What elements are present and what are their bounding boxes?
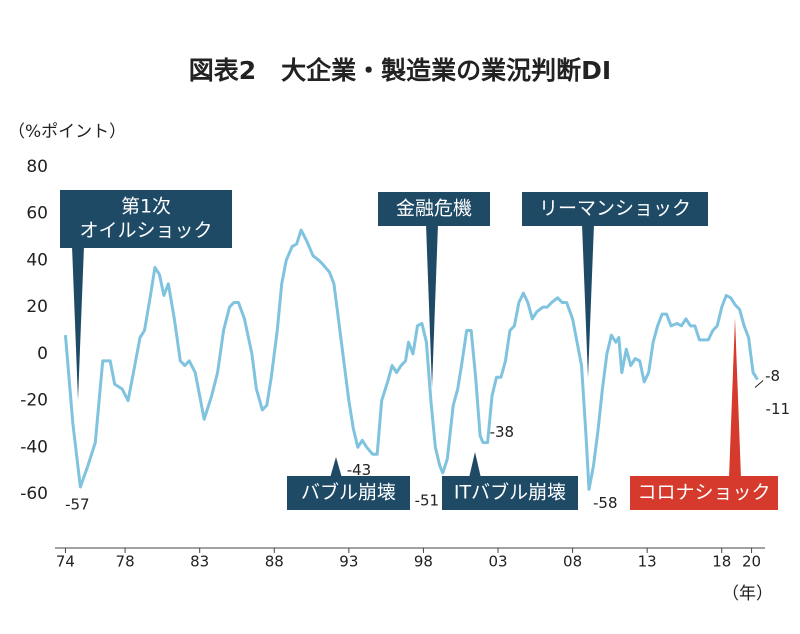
event-pointer	[426, 224, 438, 388]
x-tick-label: 88	[265, 553, 284, 571]
event-pointer	[582, 224, 594, 378]
value-label-arrow	[754, 380, 764, 388]
event-pointer	[72, 246, 84, 400]
event-box	[522, 192, 708, 226]
value-label: -38	[490, 423, 514, 441]
value-label: -57	[65, 495, 90, 513]
event-pointer	[330, 457, 342, 478]
event-box	[378, 192, 490, 226]
x-tick-label: 20	[742, 553, 761, 571]
y-tick-label: 60	[26, 204, 48, 224]
y-tick-label: 20	[26, 297, 48, 317]
y-tick-label: 40	[26, 250, 48, 270]
value-label: -43	[347, 461, 372, 479]
event-box	[60, 190, 232, 248]
x-tick-label: 83	[190, 553, 209, 571]
event-pointer	[469, 452, 481, 478]
event-label: コロナショック	[637, 482, 770, 504]
value-label: -8	[765, 367, 780, 385]
event-label: バブル崩壊	[301, 481, 396, 504]
x-axis-label: （年）	[722, 584, 773, 604]
y-tick-label: 0	[37, 344, 48, 364]
x-tick-label: 74	[56, 553, 75, 571]
y-axis-label: （%ポイント）	[8, 122, 126, 142]
x-tick-label: 08	[563, 553, 582, 571]
y-tick-label: 80	[26, 157, 48, 177]
chart-title: 図表2 大企業・製造業の業況判断DI	[189, 56, 611, 85]
data-line	[63, 228, 759, 491]
value-label: -51	[415, 491, 440, 509]
event-label: ITバブル崩壊	[454, 481, 566, 504]
event-box	[442, 476, 578, 510]
event-label: 金融危機	[396, 198, 472, 220]
x-tick-label: 13	[638, 553, 657, 571]
x-tick-label: 93	[339, 553, 358, 571]
event-label: 第1次	[121, 196, 171, 218]
y-tick-label: -40	[20, 437, 48, 457]
value-label: -58	[593, 494, 618, 512]
event-label: オイルショック	[79, 220, 212, 242]
event-label: リーマンショック	[539, 198, 691, 220]
x-tick-label: 18	[712, 553, 731, 571]
x-tick-label: 78	[116, 553, 135, 571]
y-tick-label: -20	[20, 391, 48, 411]
x-tick-label: 03	[488, 553, 507, 571]
x-tick-label: 98	[414, 553, 433, 571]
event-pointer	[729, 318, 741, 478]
y-tick-label: -60	[20, 484, 48, 504]
event-box	[287, 476, 410, 510]
event-box	[630, 476, 778, 510]
value-label: -11	[766, 400, 791, 418]
